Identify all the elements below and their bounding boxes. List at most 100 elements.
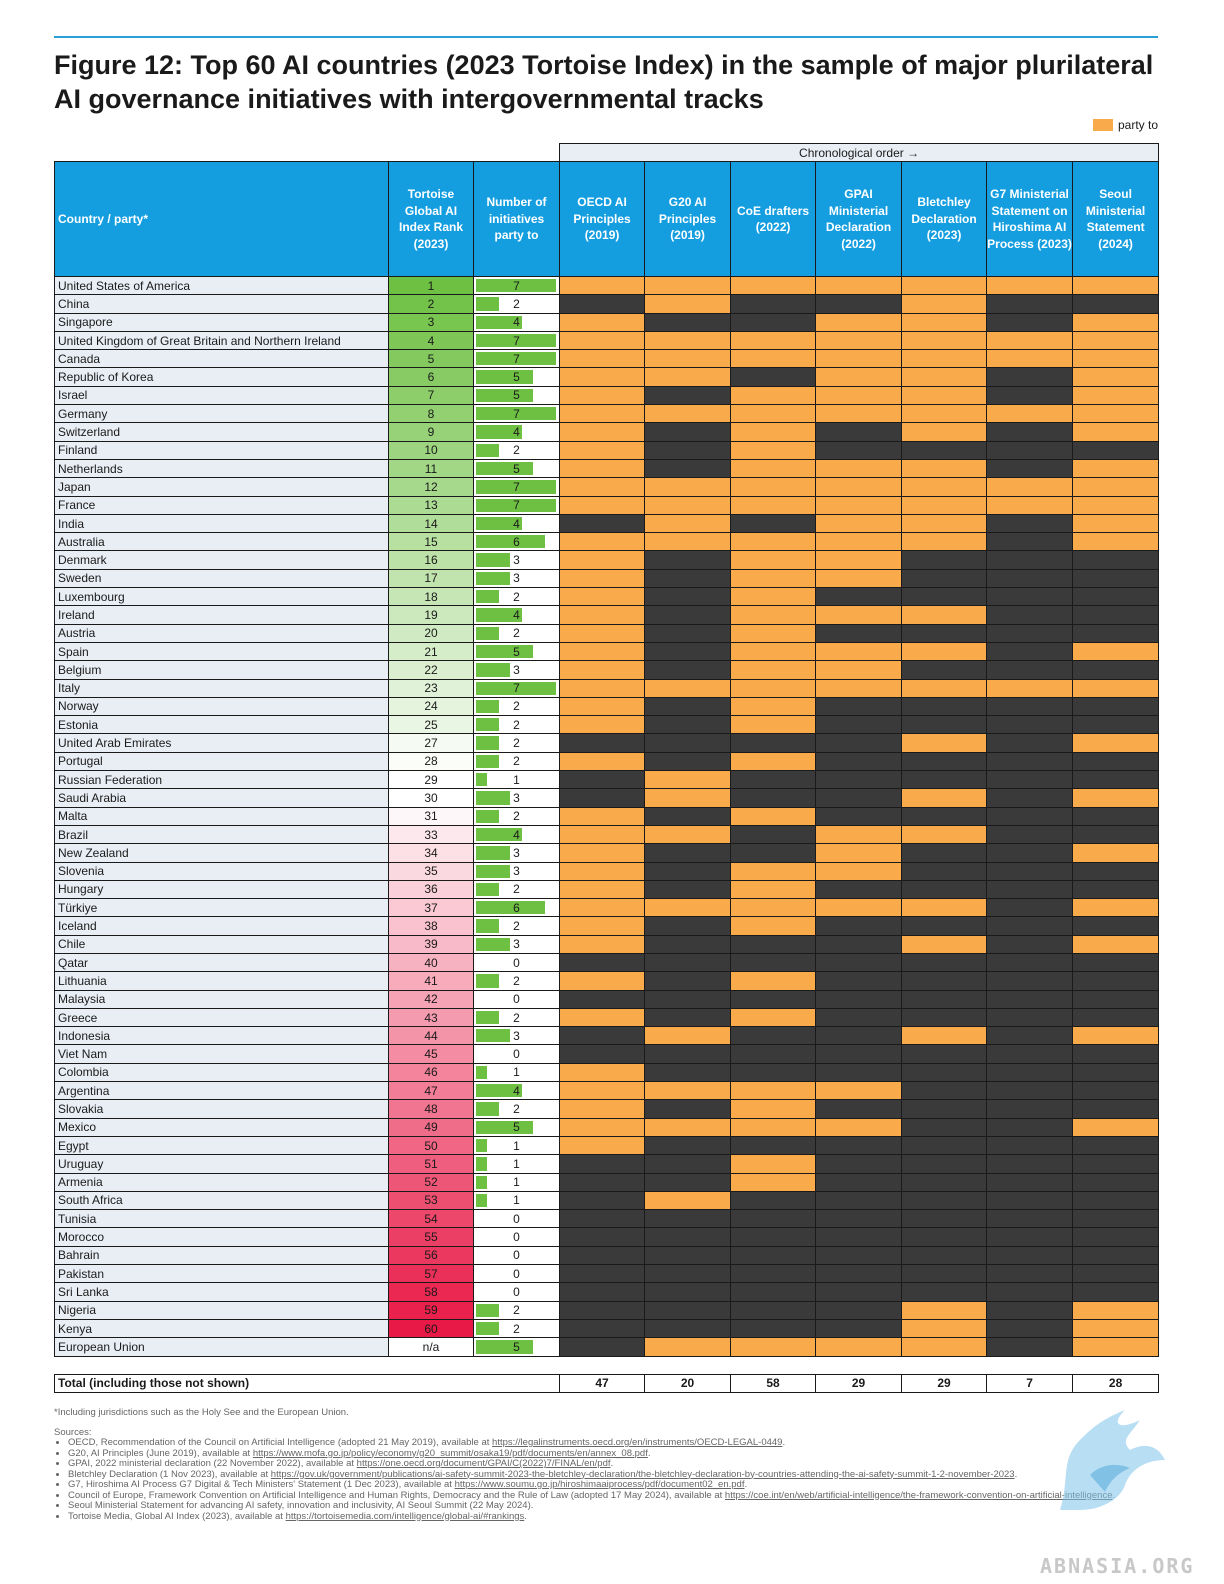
rank-cell: 38 [388, 916, 474, 936]
col-header-oecd: OECD AI Principles (2019) [559, 161, 646, 277]
total-value: 29 [815, 1373, 903, 1393]
rank-cell: 41 [388, 971, 474, 991]
rank-cell: 39 [388, 934, 474, 954]
source-end: . [1014, 1468, 1018, 1480]
not-party-cell [986, 1300, 1074, 1320]
party-to-cell [559, 660, 646, 680]
not-party-cell [644, 843, 732, 863]
count-value: 6 [513, 900, 520, 915]
rank-cell: 22 [388, 660, 474, 680]
source-link[interactable]: https://one.oecd.org/document/GPAI/C(202… [356, 1458, 611, 1469]
party-to-cell [901, 367, 988, 387]
country-name: Denmark [54, 550, 389, 570]
not-party-cell [815, 879, 903, 900]
count-value: 5 [513, 461, 520, 476]
not-party-cell [986, 641, 1074, 662]
rank-cell: 48 [388, 1099, 474, 1119]
count-bar [476, 846, 511, 860]
country-name: Iceland [54, 916, 389, 936]
not-party-cell [815, 1135, 903, 1156]
not-party-cell [901, 952, 988, 973]
total-value: 20 [644, 1373, 732, 1393]
not-party-cell [644, 1300, 732, 1320]
table-row: Mexico 49 5 [54, 1117, 1160, 1137]
watermark-text: ABNASIA.ORG [1040, 1554, 1195, 1578]
party-to-cell [815, 605, 903, 625]
party-to-cell [901, 275, 988, 296]
count-bar [476, 590, 499, 604]
party-to-cell [1072, 477, 1160, 497]
not-party-cell [986, 1154, 1074, 1174]
country-name: Australia [54, 532, 389, 552]
count-value: 4 [513, 516, 520, 531]
sources-label: Sources: [54, 1426, 92, 1438]
legend-swatch [1092, 119, 1113, 131]
country-name: Armenia [54, 1172, 389, 1192]
party-to-cell [815, 1117, 903, 1137]
source-link[interactable]: https://www.soumu.go.jp/hiroshimaaiproce… [454, 1479, 745, 1490]
party-to-cell [730, 587, 817, 607]
rank-cell: 7 [388, 385, 474, 406]
source-end: . [744, 1479, 748, 1490]
party-to-cell [730, 641, 817, 662]
country-name: Türkiye [54, 898, 389, 918]
not-party-cell [644, 422, 732, 442]
count-bar [476, 1193, 488, 1208]
figure-title: Figure 12: Top 60 AI countries (2023 Tor… [54, 50, 1154, 114]
not-party-cell [644, 605, 732, 625]
country-name: Egypt [54, 1135, 389, 1156]
not-party-cell [1072, 696, 1160, 717]
total-value: 47 [559, 1373, 646, 1393]
rank-cell: 12 [388, 477, 474, 497]
not-party-cell [986, 623, 1074, 643]
country-name: Pakistan [54, 1264, 389, 1284]
party-to-cell [559, 477, 646, 497]
not-party-cell [986, 367, 1074, 387]
table-row: Austria 20 2 [54, 623, 1160, 643]
source-link[interactable]: https://www.mofa.go.jp/policy/economy/g2… [252, 1447, 648, 1459]
not-party-cell [901, 1190, 988, 1211]
party-to-cell [1072, 275, 1160, 296]
legend-label: party to [1117, 118, 1158, 132]
not-party-cell [730, 934, 817, 954]
count-value: 2 [513, 717, 520, 732]
party-to-cell [1072, 678, 1160, 698]
party-to-cell [730, 1117, 817, 1137]
count-value: 7 [513, 681, 520, 696]
not-party-cell [901, 715, 988, 735]
not-party-cell [815, 440, 903, 460]
total-value: 28 [1072, 1373, 1160, 1393]
source-link[interactable]: https://tortoisemedia.com/intelligence/g… [285, 1510, 525, 1522]
not-party-cell [559, 1154, 646, 1174]
total-value: 58 [730, 1373, 817, 1393]
not-party-cell [815, 1318, 903, 1339]
party-to-cell [559, 824, 646, 845]
rank-cell: 24 [388, 696, 474, 717]
party-to-cell [1072, 934, 1160, 954]
country-name: Italy [54, 678, 389, 698]
not-party-cell [730, 1318, 817, 1339]
party-to-cell [644, 330, 732, 351]
party-to-cell [815, 660, 903, 680]
count-value: 3 [513, 845, 520, 860]
party-to-cell [559, 843, 646, 863]
not-party-cell [901, 916, 988, 936]
not-party-cell [644, 696, 732, 717]
party-to-cell [1072, 1117, 1160, 1137]
source-link[interactable]: https://gov.uk/government/publications/a… [270, 1468, 1015, 1480]
table-row: South Africa 53 1 [54, 1190, 1160, 1211]
not-party-cell [1072, 770, 1160, 790]
party-to-cell [1072, 513, 1160, 534]
country-name: Viet Nam [54, 1044, 389, 1064]
not-party-cell [644, 916, 732, 936]
source-link[interactable]: https://legalinstruments.oecd.org/en/ins… [492, 1437, 783, 1448]
party-to-cell [1072, 1318, 1160, 1339]
country-name: Finland [54, 440, 389, 460]
source-link[interactable]: https://coe.int/en/web/artificial-intell… [724, 1489, 1113, 1501]
party-to-cell [730, 349, 817, 369]
count-cell: 3 [472, 568, 561, 589]
rank-cell: 56 [388, 1245, 474, 1266]
count-bar [476, 736, 499, 750]
count-cell: 2 [472, 1099, 561, 1119]
party-to-cell [559, 422, 646, 442]
